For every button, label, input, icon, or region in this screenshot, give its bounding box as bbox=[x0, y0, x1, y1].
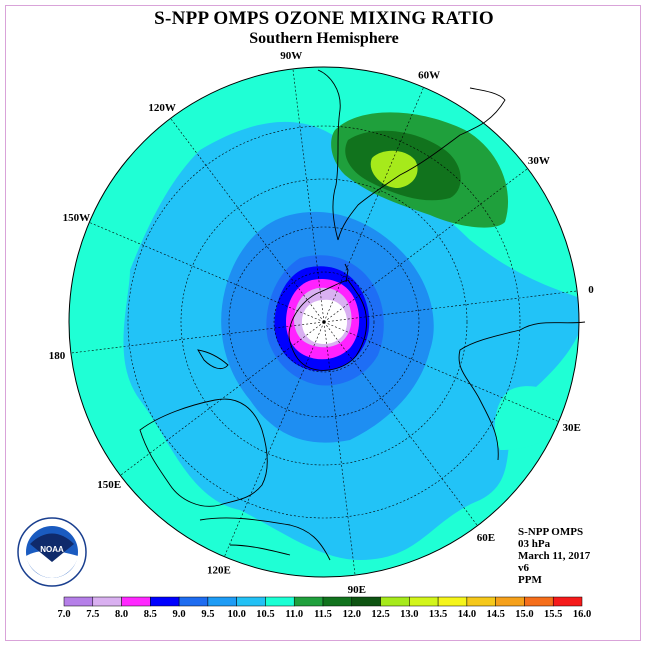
meridian-line bbox=[323, 168, 528, 323]
meridian-line bbox=[70, 321, 325, 354]
longitude-labels: 90W 60W 30W 0 30E 60E 90E 120E 150E 180 150W 120W bbox=[49, 50, 594, 596]
map-boundary bbox=[68, 66, 580, 578]
coastline-antarctic-peninsula bbox=[344, 263, 349, 283]
colorbar-swatch bbox=[524, 596, 554, 607]
longitude-label: 120W bbox=[148, 102, 176, 114]
colorbar-tick-label: 7.5 bbox=[86, 609, 99, 620]
info-pressure: 03 hPa bbox=[518, 538, 551, 550]
info-units: PPM bbox=[518, 574, 542, 586]
meridian-line bbox=[323, 321, 478, 526]
colorbar-tick-label: 12.5 bbox=[371, 609, 389, 620]
colorbar-swatch bbox=[236, 596, 266, 607]
colorbar-swatch bbox=[265, 596, 295, 607]
colorbar-swatch bbox=[495, 596, 525, 607]
colorbar-tick-label: 16.0 bbox=[573, 609, 591, 620]
colorbar-tick-label: 10.0 bbox=[227, 609, 245, 620]
colorbar-tick-label: 9.5 bbox=[201, 609, 214, 620]
longitude-label: 180 bbox=[49, 350, 66, 362]
longitude-label: 120E bbox=[207, 565, 231, 577]
longitude-label: 0 bbox=[588, 284, 594, 296]
colorbar-tick-label: 15.0 bbox=[515, 609, 533, 620]
meridian-line bbox=[323, 321, 559, 422]
noaa-logo: NOAA bbox=[17, 517, 87, 587]
coastline-south-america-west bbox=[317, 69, 341, 241]
colorbar-swatch bbox=[409, 596, 439, 607]
ozone-patch-east bbox=[494, 386, 570, 450]
map-subtitle: Southern Hemisphere bbox=[249, 30, 399, 47]
colorbar-swatch bbox=[293, 596, 324, 607]
colorbar-swatch bbox=[322, 596, 353, 607]
south-pole-marker bbox=[322, 320, 326, 324]
coastline-asia bbox=[199, 517, 331, 561]
ozone-field bbox=[69, 67, 579, 577]
ozone-level-12-5 bbox=[370, 150, 418, 188]
colorbar-tick-label: 14.0 bbox=[458, 609, 476, 620]
longitude-label: 60W bbox=[418, 69, 440, 81]
colorbar-swatch bbox=[552, 596, 583, 607]
coastline-new-zealand bbox=[197, 349, 229, 370]
image-frame bbox=[5, 5, 641, 641]
colorbar-tick-label: 13.5 bbox=[429, 609, 447, 620]
colorbar-tick-label: 10.5 bbox=[256, 609, 274, 620]
colorbar-swatch bbox=[380, 596, 410, 607]
longitude-label: 30E bbox=[562, 422, 580, 434]
colorbar-swatch bbox=[178, 596, 209, 607]
colorbar-tick-label: 12.0 bbox=[343, 609, 361, 620]
meridian-line bbox=[89, 222, 325, 323]
colorbar: 7.0 7.5 8.0 8.5 9.0 9.5 10.0 10.5 11.0 11.5 12.0 12… bbox=[57, 596, 591, 620]
colorbar-swatch bbox=[351, 596, 381, 607]
info-date: March 11, 2017 bbox=[518, 550, 591, 562]
colorbar-tick-label: 14.5 bbox=[486, 609, 504, 620]
coastline-africa bbox=[458, 321, 586, 461]
colorbar-tick-label: 11.5 bbox=[314, 609, 332, 620]
longitude-label: 150E bbox=[97, 479, 121, 491]
meridian-line bbox=[292, 68, 325, 323]
meridian-line bbox=[170, 118, 325, 323]
colorbar-tick-label: 9.0 bbox=[173, 609, 186, 620]
colorbar-tick-label: 8.0 bbox=[115, 609, 128, 620]
colorbar-swatch bbox=[466, 596, 496, 607]
meridian-line bbox=[120, 321, 325, 476]
colorbar-tick-label: 8.5 bbox=[144, 609, 157, 620]
colorbar-tick-label: 11.0 bbox=[285, 609, 303, 620]
longitude-label: 60E bbox=[477, 532, 495, 544]
colorbar-swatch bbox=[207, 596, 237, 607]
longitude-label: 90E bbox=[348, 584, 366, 596]
graticule bbox=[70, 68, 578, 576]
coastline-south-america bbox=[337, 87, 506, 241]
colorbar-swatch bbox=[121, 596, 151, 607]
meridian-line bbox=[224, 321, 325, 557]
colorbar-swatch bbox=[92, 596, 122, 607]
colorbar-tick-label: 15.5 bbox=[544, 609, 562, 620]
longitude-label: 30W bbox=[528, 155, 550, 167]
colorbar-swatch bbox=[437, 596, 468, 607]
longitude-label: 150W bbox=[63, 212, 91, 224]
noaa-logo-text: NOAA bbox=[40, 545, 64, 554]
colorbar-swatch bbox=[63, 596, 94, 607]
coastlines bbox=[139, 69, 586, 561]
longitude-label: 90W bbox=[280, 50, 302, 62]
info-instrument: S-NPP OMPS bbox=[518, 526, 584, 538]
meridian-line bbox=[323, 87, 424, 323]
map-title: S-NPP OMPS OZONE MIXING RATIO bbox=[154, 8, 494, 29]
colorbar-tick-label: 7.0 bbox=[57, 609, 70, 620]
info-version: v6 bbox=[518, 562, 529, 574]
coastline-australia bbox=[139, 398, 268, 507]
colorbar-swatch bbox=[150, 596, 180, 607]
coastline-antarctica bbox=[288, 279, 367, 371]
colorbar-tick-label: 13.0 bbox=[400, 609, 418, 620]
meridian-line bbox=[323, 290, 578, 323]
meridian-line bbox=[323, 321, 356, 576]
